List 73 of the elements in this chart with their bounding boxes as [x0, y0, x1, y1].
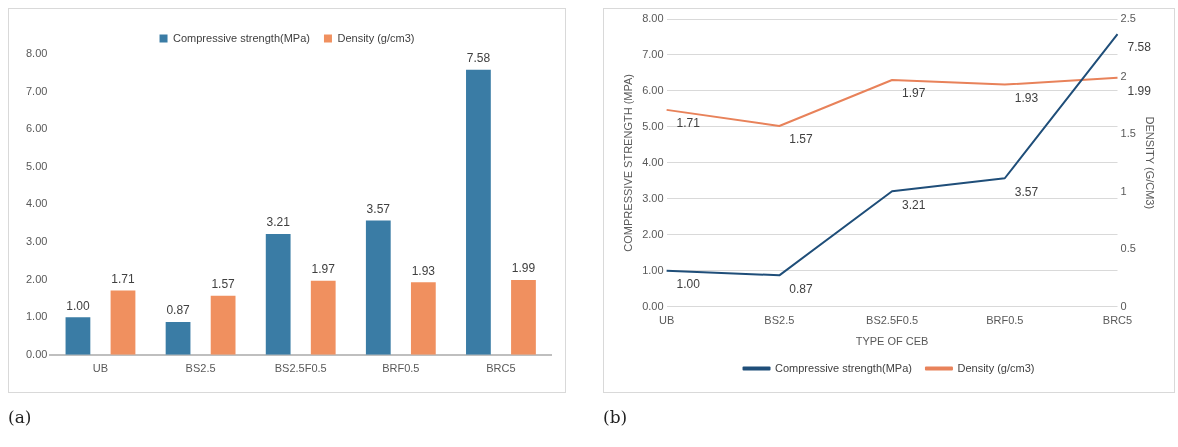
y-tick-label: 3.00 — [642, 191, 664, 204]
y-tick-label: 2.00 — [642, 227, 664, 240]
legend-label: Compressive strength(MPa) — [173, 31, 310, 44]
y-tick-label: 7.00 — [642, 47, 664, 60]
y-tick-label: 5.00 — [642, 119, 664, 132]
y-tick-label: 2.00 — [25, 272, 48, 285]
y-tick-label: 5.00 — [25, 159, 48, 172]
data-label: 1.99 — [1127, 83, 1152, 98]
y2-tick-label: 1.5 — [1120, 127, 1136, 140]
y-tick-label: 3.00 — [25, 235, 48, 248]
x-tick-label: BS2.5F0.5 — [866, 314, 919, 327]
x-tick-label: BS2.5F0.5 — [274, 362, 327, 375]
bar — [65, 317, 91, 355]
data-label: 3.21 — [902, 197, 926, 212]
legend-label: Density (g/cm3) — [337, 31, 415, 44]
y-tick-label: 6.00 — [642, 83, 664, 96]
y-tick-label: 8.00 — [25, 47, 48, 60]
data-label: 1.93 — [411, 263, 436, 278]
x-axis-title: TYPE OF CEB — [855, 335, 929, 348]
data-label: 3.57 — [1014, 184, 1039, 199]
y2-tick-label: 1 — [1120, 184, 1127, 197]
y-tick-label: 0.00 — [642, 299, 664, 312]
y2-tick-label: 0 — [1120, 299, 1127, 312]
data-label: 7.58 — [1127, 40, 1152, 55]
x-tick-label: UB — [92, 362, 109, 375]
data-label: 0.87 — [166, 303, 191, 318]
y-axis-title: COMPRESSIVE STRENGTH (MPA) — [621, 73, 634, 252]
data-label: 1.57 — [789, 132, 814, 147]
text: (a) — [8, 407, 33, 427]
data-label: 1.71 — [676, 116, 701, 131]
x-tick-label: UB — [658, 314, 675, 327]
data-label: 1.00 — [66, 298, 90, 313]
y2-axis-title: DENSITY (G/CM3) — [1144, 116, 1157, 210]
y2-tick-label: 2.5 — [1120, 12, 1136, 25]
bar — [310, 280, 336, 355]
y-tick-label: 0.00 — [25, 347, 48, 360]
x-tick-label: BRF0.5 — [986, 314, 1024, 327]
x-tick-label: BS2.5 — [764, 314, 795, 327]
x-tick-label: BRC5 — [1102, 314, 1133, 327]
y-tick-label: 8.00 — [642, 12, 664, 25]
y-tick-label: 6.00 — [25, 122, 48, 135]
bar — [210, 295, 236, 355]
y-tick-label: 4.00 — [642, 155, 664, 168]
bar — [265, 234, 291, 355]
y2-tick-label: 2 — [1120, 69, 1127, 82]
data-label: 1.97 — [902, 86, 926, 101]
data-label: 0.87 — [789, 281, 814, 296]
data-label: 1.93 — [1014, 90, 1039, 105]
data-label: 1.97 — [311, 262, 336, 277]
y-tick-label: 4.00 — [25, 197, 48, 210]
data-label: 1.99 — [511, 261, 536, 276]
data-label: 1.00 — [676, 276, 701, 291]
data-label: 1.57 — [211, 277, 236, 292]
x-tick-label: BS2.5 — [185, 362, 216, 375]
data-label: 3.21 — [266, 215, 291, 230]
bar — [511, 279, 536, 355]
text: (b) — [603, 407, 629, 427]
y-tick-label: 1.00 — [642, 263, 664, 276]
x-tick-label: BRC5 — [486, 362, 516, 375]
bar — [466, 69, 491, 355]
data-label: 7.58 — [466, 51, 491, 66]
legend-label: Compressive strength(MPa) — [775, 361, 912, 374]
bar — [365, 220, 391, 355]
legend-label: Density (g/cm3) — [957, 361, 1035, 374]
bar — [165, 322, 191, 355]
x-tick-label: BRF0.5 — [382, 362, 420, 375]
bar — [110, 290, 136, 355]
bar — [410, 282, 436, 355]
data-label: 3.57 — [366, 201, 391, 216]
data-label: 1.71 — [111, 271, 135, 286]
y-tick-label: 7.00 — [25, 84, 48, 97]
y2-tick-label: 0.5 — [1120, 242, 1136, 255]
y-tick-label: 1.00 — [25, 310, 48, 323]
